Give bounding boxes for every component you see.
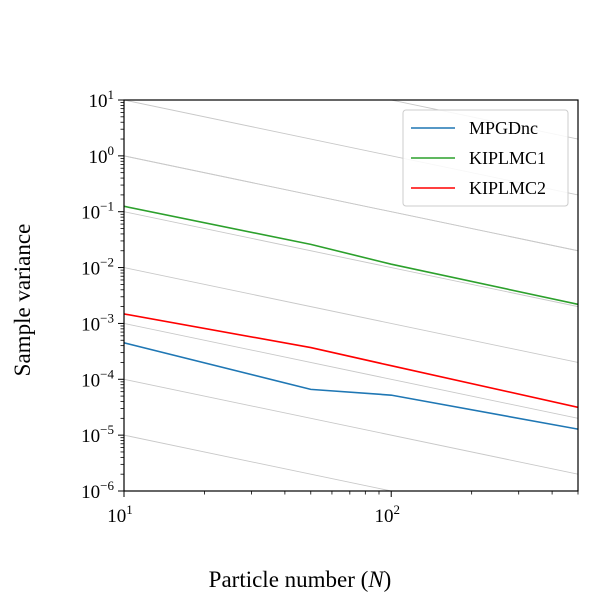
axis-ticks xyxy=(118,99,579,497)
y-tick-label: 10−1 xyxy=(81,199,114,224)
series-line-kiplmc2 xyxy=(124,313,578,409)
series-lines xyxy=(124,205,578,430)
reference-line xyxy=(124,322,578,419)
tick-labels: 10−6 10−5 10−4 10−3 10−2 10−1 100 101 101 102 xyxy=(81,87,400,527)
series-line-mpgdnc xyxy=(124,342,578,430)
reference-line xyxy=(124,155,578,252)
reference-lines xyxy=(124,100,578,491)
legend-label-kiplmc1: KIPLMC1 xyxy=(469,148,546,168)
y-tick-label: 10−6 xyxy=(81,478,114,503)
y-tick-label: 101 xyxy=(89,87,115,112)
plot-frame xyxy=(123,99,579,492)
y-tick-label: 10−2 xyxy=(81,255,114,280)
reference-line xyxy=(124,434,394,491)
series-line-kiplmc1 xyxy=(124,205,578,306)
y-tick-label: 10−3 xyxy=(81,310,114,335)
reference-line xyxy=(124,211,578,308)
x-tick-label: 101 xyxy=(107,502,133,527)
y-tick-label: 10−5 xyxy=(81,422,114,447)
legend: MPGDnc KIPLMC1 KIPLMC2 xyxy=(402,109,569,207)
reference-line xyxy=(124,267,578,363)
legend-label-mpgdnc: MPGDnc xyxy=(469,118,538,138)
x-tick-label: 102 xyxy=(374,502,400,527)
reference-line xyxy=(124,378,578,475)
y-tick-label: 10−4 xyxy=(81,366,114,391)
x-axis-title: Particle number (N) xyxy=(209,567,392,592)
y-axis-title: Sample variance xyxy=(10,224,35,377)
y-tick-label: 100 xyxy=(89,143,115,168)
legend-label-kiplmc2: KIPLMC2 xyxy=(469,178,546,198)
legend-box xyxy=(402,109,569,207)
